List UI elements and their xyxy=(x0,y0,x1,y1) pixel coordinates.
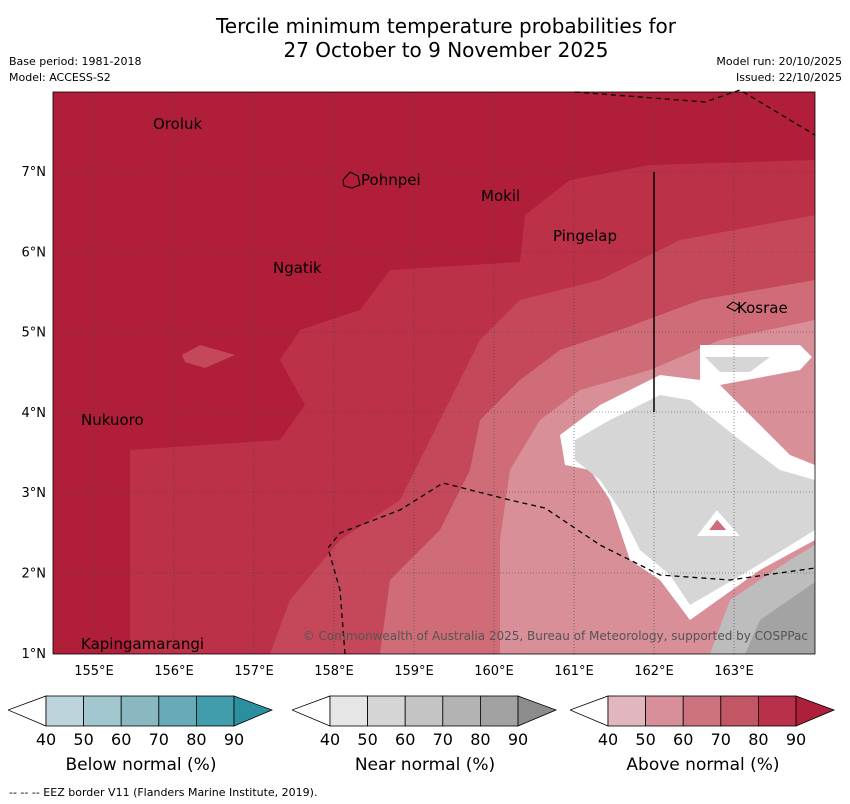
eez-footnote: -- -- -- EEZ border V11 (Flanders Marine… xyxy=(9,786,318,799)
lat-label: 3°N xyxy=(22,486,47,501)
colorbar-tick-label: 80 xyxy=(186,730,207,749)
colorbar-tick-label: 40 xyxy=(35,730,57,749)
colorbar-tick-label: 60 xyxy=(111,730,132,749)
colorbar-segment xyxy=(329,695,368,727)
meta-right: Model run: 20/10/2025 Issued: 22/10/2025 xyxy=(716,54,842,86)
lon-label: 161°E xyxy=(554,664,594,679)
colorbar-tick-label: 90 xyxy=(507,730,529,749)
colorbar-segment xyxy=(757,695,797,727)
lon-label: 159°E xyxy=(394,664,434,679)
colorbar-tick-label: 70 xyxy=(710,730,731,749)
model-name: Model: ACCESS-S2 xyxy=(9,71,111,84)
colorbar-segment xyxy=(120,695,160,727)
lon-label: 155°E xyxy=(74,664,114,679)
colorbar-min-arrow xyxy=(292,695,331,727)
meta-left: Base period: 1981-2018 Model: ACCESS-S2 xyxy=(9,54,141,86)
colorbar-tick-label: 50 xyxy=(357,730,378,749)
title-line-2: 27 October to 9 November 2025 xyxy=(283,38,609,62)
zone-near-normal-40 xyxy=(575,395,815,605)
colorbar-segment xyxy=(607,695,646,727)
lat-label: 7°N xyxy=(22,165,47,180)
colorbar-segment xyxy=(367,695,406,727)
colorbar-tick-label: 70 xyxy=(148,730,169,749)
lat-label: 1°N xyxy=(22,647,47,662)
axis-labels: 155°E 156°E 157°E 158°E 159°E 160°E 161°E 162°E… xyxy=(22,165,754,679)
zone-above-patch-2 xyxy=(182,345,235,368)
colorbar-segment xyxy=(195,695,235,727)
place-label-nukuoro: Nukuoro xyxy=(81,411,144,429)
lat-label: 4°N xyxy=(22,406,47,421)
colorbar-segment xyxy=(479,695,519,727)
place-label-pohnpei: Pohnpei xyxy=(361,171,421,189)
grid-lines xyxy=(53,92,815,654)
forecast-map: Oroluk Pohnpei Mokil Pingelap Ngatik Kosrae Nu… xyxy=(22,89,816,679)
colorbar-segment xyxy=(158,695,197,727)
colorbar-segment xyxy=(45,695,84,727)
place-labels: Oroluk Pohnpei Mokil Pingelap Ngatik Kosrae Nu… xyxy=(81,115,788,653)
colorbar-tick-label: 90 xyxy=(785,730,807,749)
colorbar-2 xyxy=(292,695,558,727)
lon-label: 158°E xyxy=(314,664,354,679)
place-label-kapingamarangi: Kapingamarangi xyxy=(81,635,204,653)
copyright-notice: © Commonwealth of Australia 2025, Bureau… xyxy=(303,629,808,643)
colorbar-tick-label: 70 xyxy=(432,730,453,749)
colorbar-1 xyxy=(8,695,274,727)
pohnpei-island-outline xyxy=(342,171,361,189)
lon-label: 162°E xyxy=(634,664,674,679)
colorbar-max-arrow xyxy=(233,695,274,727)
map-title: Tercile minimum temperature probabilitie… xyxy=(0,14,850,62)
probability-shading xyxy=(53,92,815,654)
place-label-oroluk: Oroluk xyxy=(153,115,202,133)
lat-label: 5°N xyxy=(22,326,47,341)
base-period: Base period: 1981-2018 xyxy=(9,55,142,68)
colorbar-tick-label: 90 xyxy=(223,730,245,749)
model-run: Model run: 20/10/2025 xyxy=(716,55,842,68)
eez-borders xyxy=(327,89,816,655)
kosrae-island-outline xyxy=(726,301,741,312)
colorbar-tick-label: 80 xyxy=(748,730,769,749)
colorbar-min-arrow xyxy=(570,695,609,727)
zone-near-normal-inner xyxy=(705,357,770,372)
lon-label: 163°E xyxy=(714,664,754,679)
colorbar-label: Above normal (%) xyxy=(626,755,780,775)
colorbar-label: Below normal (%) xyxy=(65,755,217,775)
lon-label: 156°E xyxy=(154,664,194,679)
colorbar-segment xyxy=(83,695,122,727)
title-line-1: Tercile minimum temperature probabilitie… xyxy=(215,14,677,38)
colorbar-max-arrow xyxy=(795,695,836,727)
colorbar-segment xyxy=(682,695,722,727)
colorbar-tick-label: 60 xyxy=(673,730,694,749)
colorbar-max-arrow xyxy=(517,695,558,727)
colorbar-segment xyxy=(442,695,481,727)
colorbar-tick-label: 40 xyxy=(319,730,341,749)
colorbar-segment xyxy=(645,695,684,727)
colorbar-tick-label: 80 xyxy=(470,730,491,749)
place-label-kosrae: Kosrae xyxy=(737,299,788,317)
place-label-pingelap: Pingelap xyxy=(553,227,617,245)
lat-label: 2°N xyxy=(22,567,47,582)
lon-label: 157°E xyxy=(234,664,274,679)
colorbar-label: Near normal (%) xyxy=(354,755,496,775)
colorbar-segment xyxy=(404,695,444,727)
colorbar-segment xyxy=(720,695,759,727)
colorbar-tick-label: 50 xyxy=(635,730,656,749)
colorbar-tick-label: 40 xyxy=(597,730,619,749)
colorbar-3 xyxy=(570,695,836,727)
colorbar-tick-label: 60 xyxy=(395,730,416,749)
place-label-mokil: Mokil xyxy=(481,187,520,205)
colorbar-min-arrow xyxy=(8,695,47,727)
issued-date: Issued: 22/10/2025 xyxy=(735,71,842,84)
place-label-ngatik: Ngatik xyxy=(273,259,322,277)
islands xyxy=(342,171,741,312)
zone-above-patch xyxy=(696,510,740,536)
colorbar-tick-label: 50 xyxy=(73,730,94,749)
lat-label: 6°N xyxy=(22,245,47,260)
map-frame xyxy=(52,91,816,655)
zone-near-normal-60 xyxy=(745,582,815,654)
lon-label: 160°E xyxy=(474,664,514,679)
